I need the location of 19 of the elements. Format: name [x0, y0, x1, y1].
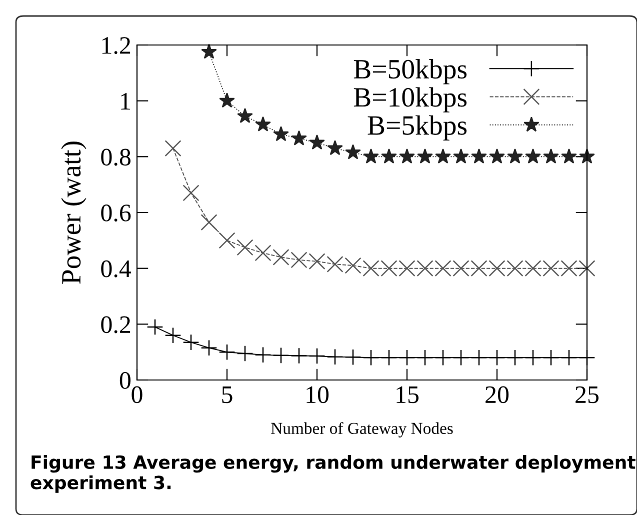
x-tick-label: 0: [132, 386, 142, 404]
caption: Figure 13 Average energy, random underwater deployment experiment 3.: [30, 455, 636, 493]
x-tick-label: 15: [396, 386, 419, 404]
y-tick-label: 1.2: [102, 37, 130, 54]
legend-label: B=5kbps: [368, 115, 467, 141]
y-axis-title: Power (watt): [61, 142, 86, 284]
x-axis-title: Number of Gateway Nodes: [271, 422, 453, 438]
x-tick-label: 25: [576, 386, 599, 404]
x-tick-label: 10: [306, 386, 329, 404]
legend-label: B=10kbps: [354, 87, 467, 112]
y-tick-label: 1: [121, 93, 130, 110]
x-tick-label: 5: [222, 386, 232, 404]
x-tick-label: 20: [486, 386, 509, 404]
y-tick-label: 0.2: [101, 316, 130, 334]
legend-label: B=50kbps: [354, 59, 467, 84]
y-tick-label: 0.8: [101, 148, 130, 166]
y-tick-label: 0.4: [101, 260, 132, 278]
y-tick-label: 0.6: [101, 204, 131, 222]
y-tick-label: 0: [120, 372, 130, 389]
